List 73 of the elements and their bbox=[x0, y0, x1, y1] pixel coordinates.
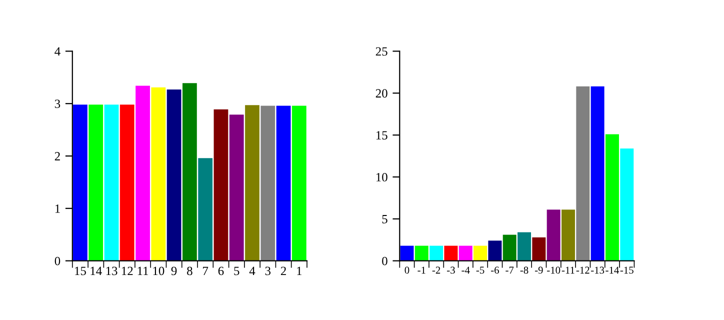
bar bbox=[444, 246, 458, 261]
y-tick-label: 3 bbox=[54, 100, 60, 108]
bar bbox=[73, 104, 88, 261]
bar bbox=[276, 106, 291, 261]
bar bbox=[458, 246, 472, 261]
bar bbox=[151, 87, 166, 261]
bar bbox=[88, 104, 104, 261]
x-tick-label: 15 bbox=[75, 266, 86, 276]
bar bbox=[104, 104, 119, 261]
y-tick-label: 25 bbox=[376, 47, 388, 56]
x-tick-label: -5 bbox=[476, 266, 484, 274]
bar bbox=[182, 83, 197, 261]
y-tick-label: 15 bbox=[376, 131, 388, 140]
x-tick-label: 9 bbox=[171, 266, 177, 276]
bar bbox=[166, 89, 182, 261]
x-tick-label: 3 bbox=[265, 266, 271, 276]
y-tick-label: 2 bbox=[54, 152, 60, 160]
bar bbox=[214, 109, 228, 261]
bar bbox=[414, 246, 428, 261]
bar bbox=[562, 210, 575, 261]
x-tick-label: 2 bbox=[280, 266, 286, 276]
bar bbox=[605, 134, 619, 261]
bar bbox=[474, 246, 488, 261]
x-tick-label: -10 bbox=[547, 266, 560, 274]
y-tick-label: 5 bbox=[382, 215, 388, 224]
x-tick-label: 13 bbox=[106, 266, 118, 276]
x-tick-label: -3 bbox=[447, 266, 455, 274]
x-tick-label: -8 bbox=[520, 266, 528, 274]
x-tick-label: 14 bbox=[90, 266, 102, 276]
y-tick-label: 0 bbox=[382, 256, 388, 266]
bar bbox=[245, 105, 260, 261]
bar bbox=[292, 106, 306, 261]
x-tick-label: -12 bbox=[576, 266, 590, 274]
bar bbox=[229, 114, 244, 261]
x-tick-label: -2 bbox=[432, 266, 440, 274]
x-tick-label: 12 bbox=[122, 266, 133, 276]
bar bbox=[120, 104, 134, 261]
y-tick-label: 4 bbox=[54, 47, 60, 56]
x-tick-label: -11 bbox=[562, 266, 574, 274]
x-tick-label: 4 bbox=[249, 266, 256, 276]
x-tick-label: -7 bbox=[506, 266, 514, 274]
x-tick-label: -13 bbox=[591, 266, 604, 274]
bar bbox=[546, 210, 560, 261]
x-tick-label: 10 bbox=[153, 266, 164, 276]
x-tick-label: 7 bbox=[203, 266, 208, 276]
bar bbox=[260, 106, 276, 261]
bar bbox=[488, 240, 502, 261]
x-tick-label: 0 bbox=[404, 266, 410, 274]
y-tick-label: 1 bbox=[55, 204, 60, 213]
bar bbox=[400, 246, 414, 261]
x-tick-label: 11 bbox=[138, 266, 148, 276]
y-tick-label: 10 bbox=[376, 172, 388, 182]
x-tick-label: -15 bbox=[620, 266, 634, 274]
x-tick-label: 5 bbox=[234, 266, 240, 276]
bar bbox=[502, 234, 516, 261]
x-tick-label: -1 bbox=[418, 266, 426, 274]
bar bbox=[576, 86, 590, 261]
y-tick-label: 20 bbox=[376, 89, 388, 98]
bar bbox=[532, 237, 546, 261]
x-tick-label: -4 bbox=[462, 266, 470, 274]
bar bbox=[198, 158, 213, 261]
bar bbox=[518, 232, 532, 261]
bar bbox=[136, 86, 150, 261]
bar bbox=[590, 86, 604, 261]
x-tick-label: -6 bbox=[490, 266, 499, 274]
x-tick-label: -9 bbox=[534, 266, 543, 274]
bar bbox=[620, 148, 634, 261]
x-tick-label: 1 bbox=[297, 266, 302, 276]
x-tick-label: 8 bbox=[187, 266, 192, 276]
x-tick-label: -14 bbox=[606, 266, 620, 274]
x-tick-label: 6 bbox=[218, 266, 224, 276]
y-tick-label: 0 bbox=[54, 256, 60, 266]
bar bbox=[430, 246, 444, 261]
